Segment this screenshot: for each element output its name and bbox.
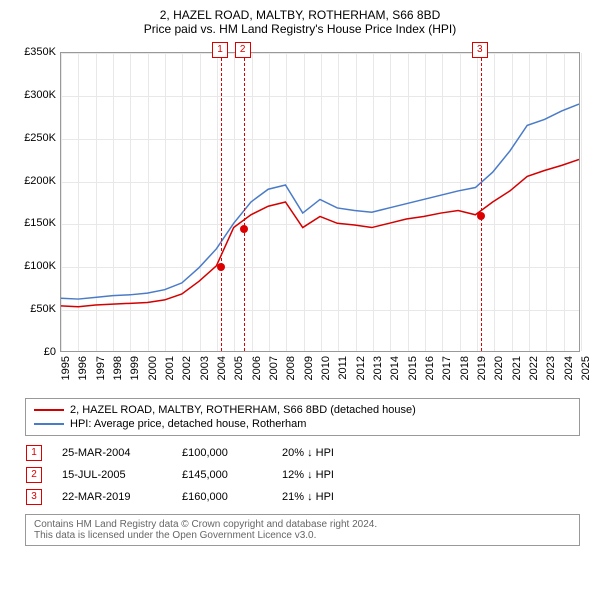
legend-item: HPI: Average price, detached house, Roth… [34, 417, 571, 431]
x-axis-label: 2016 [424, 356, 430, 386]
x-axis-label: 2015 [407, 356, 413, 386]
x-axis-label: 2013 [372, 356, 378, 386]
x-axis-label: 2006 [251, 356, 257, 386]
footer: Contains HM Land Registry data © Crown c… [25, 514, 580, 546]
y-axis-label: £0 [10, 346, 56, 358]
sale-marker-line [481, 53, 482, 351]
y-axis-label: £150K [10, 217, 56, 229]
footer-line2: This data is licensed under the Open Gov… [34, 530, 571, 541]
x-axis-label: 2002 [181, 356, 187, 386]
legend-swatch [34, 423, 64, 425]
x-axis-label: 2008 [285, 356, 291, 386]
x-axis-label: 2018 [459, 356, 465, 386]
x-axis-label: 2022 [528, 356, 534, 386]
y-axis-label: £200K [10, 175, 56, 187]
legend: 2, HAZEL ROAD, MALTBY, ROTHERHAM, S66 8B… [25, 398, 580, 436]
title-line2: Price paid vs. HM Land Registry's House … [10, 22, 590, 36]
sale-marker-dot [217, 263, 225, 271]
y-axis-label: £250K [10, 132, 56, 144]
sale-price: £100,000 [182, 447, 262, 459]
sale-marker-line [244, 53, 245, 351]
y-axis-label: £100K [10, 260, 56, 272]
x-axis-label: 2012 [355, 356, 361, 386]
sale-date: 25-MAR-2004 [62, 447, 162, 459]
x-axis-label: 1999 [129, 356, 135, 386]
x-axis-label: 2025 [580, 356, 586, 386]
x-axis-label: 1995 [60, 356, 66, 386]
sale-num-box: 1 [26, 445, 42, 461]
sale-row: 3 22-MAR-2019 £160,000 21% ↓ HPI [10, 486, 590, 508]
sale-marker-dot [477, 212, 485, 220]
sale-marker-dot [240, 225, 248, 233]
title-line1: 2, HAZEL ROAD, MALTBY, ROTHERHAM, S66 8B… [10, 8, 590, 22]
footer-line1: Contains HM Land Registry data © Crown c… [34, 519, 571, 530]
x-axis-label: 2005 [233, 356, 239, 386]
sale-pct: 20% ↓ HPI [282, 447, 382, 459]
x-axis-label: 2000 [147, 356, 153, 386]
grid-line-v [581, 53, 582, 351]
sale-pct: 21% ↓ HPI [282, 491, 382, 503]
x-axis-label: 1998 [112, 356, 118, 386]
x-axis-label: 2014 [389, 356, 395, 386]
y-axis-label: £350K [10, 46, 56, 58]
sale-num-box: 3 [26, 489, 42, 505]
sale-marker-box: 3 [472, 42, 488, 58]
sale-marker-box: 2 [235, 42, 251, 58]
sale-row: 2 15-JUL-2005 £145,000 12% ↓ HPI [10, 464, 590, 486]
x-axis-label: 2001 [164, 356, 170, 386]
x-axis-label: 2010 [320, 356, 326, 386]
sale-date: 22-MAR-2019 [62, 491, 162, 503]
y-axis-label: £50K [10, 303, 56, 315]
chart: £0 £50K £100K £150K £200K £250K £300K £350K 1995… [10, 42, 590, 392]
x-axis-label: 2004 [216, 356, 222, 386]
x-axis-label: 2019 [476, 356, 482, 386]
series-line-property [61, 159, 579, 306]
sale-date: 15-JUL-2005 [62, 469, 162, 481]
x-axis-label: 2021 [511, 356, 517, 386]
x-axis-label: 2009 [303, 356, 309, 386]
sale-pct: 12% ↓ HPI [282, 469, 382, 481]
legend-label: HPI: Average price, detached house, Roth… [70, 418, 306, 430]
x-axis-label: 1997 [95, 356, 101, 386]
sales-table: 1 25-MAR-2004 £100,000 20% ↓ HPI 2 15-JUL-200… [10, 442, 590, 508]
plot-area [60, 52, 580, 352]
y-axis-label: £300K [10, 89, 56, 101]
sale-marker-line [221, 53, 222, 351]
legend-item: 2, HAZEL ROAD, MALTBY, ROTHERHAM, S66 8B… [34, 403, 571, 417]
sale-row: 1 25-MAR-2004 £100,000 20% ↓ HPI [10, 442, 590, 464]
legend-swatch [34, 409, 64, 411]
x-axis-label: 2024 [563, 356, 569, 386]
x-axis-label: 2020 [493, 356, 499, 386]
sale-price: £160,000 [182, 491, 262, 503]
x-axis-label: 2007 [268, 356, 274, 386]
sale-marker-box: 1 [212, 42, 228, 58]
x-axis-label: 2023 [545, 356, 551, 386]
sale-price: £145,000 [182, 469, 262, 481]
sale-num-box: 2 [26, 467, 42, 483]
chart-svg [61, 53, 579, 351]
legend-label: 2, HAZEL ROAD, MALTBY, ROTHERHAM, S66 8B… [70, 404, 416, 416]
x-axis-label: 2011 [337, 356, 343, 386]
x-axis-label: 2003 [199, 356, 205, 386]
series-line-hpi [61, 104, 579, 299]
x-axis-label: 2017 [441, 356, 447, 386]
x-axis-label: 1996 [77, 356, 83, 386]
